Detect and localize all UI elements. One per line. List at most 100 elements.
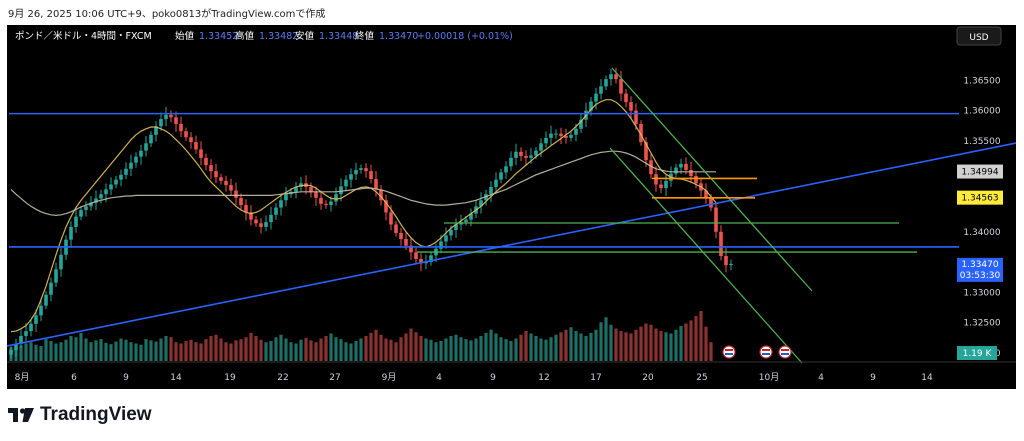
volume-bar	[324, 336, 328, 361]
candle-body	[319, 197, 323, 204]
economic-events	[722, 345, 792, 359]
candle-body	[544, 137, 548, 144]
candle-body	[529, 155, 533, 158]
volume-bar	[319, 338, 323, 361]
volume-bar	[234, 340, 238, 361]
volume-bar	[189, 339, 193, 361]
tv-logo-icon	[8, 408, 34, 422]
chart-panel[interactable]: ポンド／米ドル・4時間・FXCM 始値 1.33452 高値 1.33482 安…	[7, 25, 1016, 389]
volume-bar	[224, 342, 228, 361]
volume-bar	[584, 336, 588, 361]
volume-bar	[559, 332, 563, 361]
volume-bar	[694, 316, 698, 361]
volume-bar	[239, 339, 243, 361]
volume-bar	[359, 338, 363, 361]
candle-body	[379, 189, 383, 201]
candle-body	[239, 197, 243, 206]
candle-body	[504, 166, 508, 173]
candle-body	[189, 137, 193, 143]
candle-body	[579, 119, 583, 129]
symbol-title: ポンド／米ドル・4時間・FXCM	[15, 30, 152, 42]
candle-body	[514, 151, 518, 158]
volume-bar	[509, 341, 513, 361]
currency-button[interactable]: USD	[956, 26, 1002, 46]
time-tick-label: 10月	[759, 372, 779, 383]
candle-body	[119, 174, 123, 180]
candle-body	[429, 255, 433, 263]
volume-bar	[114, 341, 118, 361]
candle-body	[599, 86, 603, 94]
candle-body	[129, 162, 133, 169]
time-tick-label: 9	[870, 373, 876, 383]
volume-bar	[404, 333, 408, 361]
candle-body	[394, 224, 398, 233]
volume-bar	[259, 339, 263, 361]
candle-body	[609, 74, 613, 80]
price-tick-label: 1.34000	[963, 228, 1000, 238]
volume-bar	[689, 320, 693, 361]
time-tick-label: 12	[538, 373, 549, 383]
volume-bar	[469, 340, 473, 361]
volume-bar	[299, 339, 303, 361]
price-tick-label: 1.35500	[963, 137, 1000, 147]
volume-bar	[484, 332, 488, 361]
volume-bar	[264, 342, 268, 361]
candle-body	[49, 282, 53, 295]
candle-body	[714, 207, 718, 232]
candle-body	[259, 223, 263, 227]
candlestick-chart[interactable]: ポンド／米ドル・4時間・FXCM 始値 1.33452 高値 1.33482 安…	[7, 25, 1016, 389]
open-label: 始値	[175, 30, 195, 42]
candle-body	[374, 179, 378, 190]
candle-body	[354, 169, 358, 175]
us-flag-stripe	[725, 353, 733, 355]
volume-bar	[349, 343, 353, 361]
volume-bar	[39, 346, 43, 361]
candle-body	[269, 214, 273, 223]
price-tick-label: 1.36000	[963, 107, 1000, 117]
close-label: 終値	[355, 30, 375, 42]
ma-slow-line	[10, 150, 716, 217]
candle-body	[469, 213, 473, 220]
high-value: 1.33482	[259, 31, 298, 42]
candle-body	[389, 212, 393, 225]
time-tick-label: 8月	[15, 372, 30, 383]
candle-body	[464, 219, 468, 223]
candle-body	[344, 179, 348, 187]
drawn-lines	[7, 67, 1016, 364]
candle-body	[339, 186, 343, 195]
volume-bar	[159, 338, 163, 361]
candle-body	[154, 126, 158, 135]
volume-bar	[554, 334, 558, 361]
candle-body	[279, 200, 283, 208]
candle-body	[109, 184, 113, 190]
time-tick-label: 19	[224, 373, 236, 383]
candle-body	[44, 294, 48, 306]
volume-bar	[589, 332, 593, 361]
volume-bar	[314, 342, 318, 361]
candle-body	[594, 93, 598, 102]
volume-bar	[419, 336, 423, 361]
tradingview-logo[interactable]: TradingView	[8, 404, 152, 426]
candle-body	[184, 131, 188, 138]
volume-bar	[549, 337, 553, 361]
volume-bar	[104, 342, 108, 361]
volume-bar	[164, 336, 168, 361]
candle-body	[234, 190, 238, 198]
volume-bar	[304, 337, 308, 361]
volume-bar	[269, 341, 273, 361]
volume-bar	[644, 323, 648, 361]
volume-bar	[214, 334, 218, 361]
candle-body	[134, 156, 138, 163]
volume-bar	[364, 336, 368, 361]
volume-bar	[569, 327, 573, 361]
volume-bar	[534, 336, 538, 361]
time-tick-label: 20	[642, 373, 654, 383]
volume-bar	[439, 341, 443, 361]
volume-bar	[704, 326, 708, 361]
currency-label: USD	[969, 33, 988, 43]
candle-body	[509, 157, 513, 167]
candle-body	[209, 165, 213, 172]
volume-tag-bg	[957, 346, 997, 360]
volume-bar	[329, 333, 333, 361]
volume-bar	[229, 343, 233, 361]
